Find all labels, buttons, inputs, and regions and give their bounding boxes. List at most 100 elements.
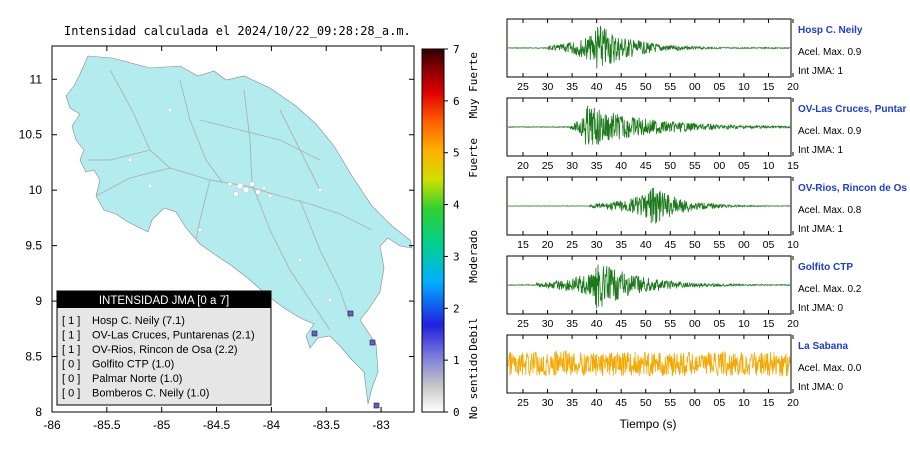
seismogram-panel: 15 20 25 30 35 40 45 50 55 00 05 10 OV-Rios, Rincon … [506, 176, 907, 251]
seismogram-trace [507, 264, 791, 309]
legend-jma: [ 0 ] [62, 388, 80, 400]
y-tick-label: 8.5 [25, 350, 42, 364]
seismogram-station-name: OV-Las Cruces, Puntar [798, 104, 906, 115]
colorbar-category-label: Debil [467, 318, 480, 351]
seismogram-trace [507, 105, 791, 145]
seismogram-accel: Acel. Max. 0.0 [798, 363, 862, 374]
colorbar-category-label: No sentido [467, 353, 480, 419]
x-tick-label: -83 [372, 418, 390, 432]
seismogram-accel: Acel. Max. 0.9 [798, 126, 862, 137]
map-landmass [65, 55, 413, 405]
colorbar-tick-label: 0 [453, 406, 460, 419]
seismogram-tick-label: 15 [763, 318, 775, 330]
seismogram-tick-label: 50 [664, 160, 676, 172]
colorbar-tick-label: 1 [453, 354, 460, 367]
legend-title: INTENSIDAD JMA [0 a 7] [99, 295, 229, 307]
seismogram-jma: Int JMA: 1 [798, 145, 843, 156]
seismogram-tick-label: 25 [517, 81, 529, 93]
seismogram-tick-label: 35 [591, 160, 603, 172]
seismogram-tick-label: 00 [738, 239, 750, 251]
legend-jma: [ 1 ] [62, 344, 80, 356]
seismogram-panel: 25 30 35 40 45 50 55 00 05 10 15 20 Hosp C. Neily Ace… [506, 18, 863, 93]
legend-jma: [ 1 ] [62, 315, 80, 327]
colorbar-labels: No sentido Debil Moderado Fuerte Muy Fuerte [467, 52, 480, 419]
y-tick-label: 11 [30, 72, 43, 86]
colorbar-tick-label: 4 [453, 199, 460, 212]
seismogram-tick-label: 50 [689, 239, 701, 251]
seismogram-tick-label: 40 [640, 239, 652, 251]
seismogram-station-name: La Sabana [798, 341, 848, 352]
seismogram-tick-label: 50 [640, 397, 652, 409]
seismogram-trace [507, 349, 791, 377]
seismogram-tick-label: 30 [542, 318, 554, 330]
map-legend: INTENSIDAD JMA [0 a 7] [ 1 ] Hosp C. Neil… [56, 290, 272, 406]
legend-jma: [ 0 ] [62, 359, 80, 371]
seismogram-tick-label: 05 [738, 160, 750, 172]
seismogram-panel: 20 25 30 35 40 45 50 55 00 05 10 15 OV-Las Cruces, P… [506, 97, 906, 172]
map-title: Intensidad calculada el 2024/10/22_09:28… [64, 24, 411, 38]
seismogram-station-name: Hosp C. Neily [798, 25, 863, 36]
seismogram-tick-label: 05 [763, 239, 775, 251]
seismogram-tick-label: 45 [615, 318, 627, 330]
seismogram-tick-label: 10 [738, 318, 750, 330]
seismogram-tick-label: 45 [640, 160, 652, 172]
x-tick-label: -84.5 [203, 418, 231, 432]
seismogram-tick-label: 20 [542, 239, 554, 251]
seismogram-jma: Int JMA: 1 [798, 224, 843, 235]
seismogram-tick-label: 25 [566, 239, 578, 251]
map-roads [88, 69, 373, 331]
map-frame [51, 45, 415, 413]
seismogram-tick-label: 30 [542, 81, 554, 93]
map-x-axis: -86 -85.5 -85 -84.5 -84 -83.5 -83 [43, 46, 390, 432]
seismogram-tick-label: 25 [517, 318, 529, 330]
seismogram-station-name: Golfito CTP [798, 262, 853, 273]
seismogram-tick-label: 40 [591, 397, 603, 409]
seismogram-tick-label: 20 [787, 397, 799, 409]
seismogram-tick-label: 35 [615, 239, 627, 251]
colorbar-category-label: Muy Fuerte [467, 52, 480, 118]
seismogram-tick-label: 00 [714, 160, 726, 172]
seismogram-panel: 25 30 35 40 45 50 55 00 05 10 15 20 Golfito CTP Acel.… [506, 255, 862, 330]
seismogram-tick-label: 10 [763, 160, 775, 172]
seismogram-tick-label: 45 [615, 397, 627, 409]
seismogram-tick-label: 45 [664, 239, 676, 251]
time-axis-label: Tiempo (s) [620, 417, 677, 431]
seismogram-tick-label: 15 [763, 397, 775, 409]
seismogram-tick-label: 35 [566, 318, 578, 330]
seismogram-tick-label: 50 [640, 81, 652, 93]
x-tick-label: -86 [43, 418, 61, 432]
station-marker [311, 330, 318, 337]
seismogram-panels: 25 30 35 40 45 50 55 00 05 10 15 20 Hosp C. Neily Ace… [506, 18, 907, 409]
y-tick-label: 10.5 [19, 128, 43, 142]
seismogram-tick-label: 05 [714, 397, 726, 409]
seismogram-tick-label: 20 [787, 81, 799, 93]
seismogram-tick-label: 25 [517, 397, 529, 409]
seismogram-tick-label: 30 [542, 397, 554, 409]
y-tick-label: 9 [35, 294, 42, 308]
seismogram-tick-label: 00 [689, 397, 701, 409]
seismogram-tick-label: 30 [566, 160, 578, 172]
y-tick-label: 9.5 [25, 239, 42, 253]
colorbar [421, 48, 445, 413]
map-cities [127, 107, 333, 303]
x-tick-label: -83.5 [313, 418, 341, 432]
seismogram-trace [507, 187, 790, 224]
x-tick-label: -85 [153, 418, 171, 432]
seismogram-panel: 25 30 35 40 45 50 55 00 05 10 15 20 La Sabana Acel. M… [506, 334, 862, 409]
colorbar-tick-label: 3 [453, 250, 460, 263]
y-tick-label: 10 [29, 183, 43, 197]
colorbar-tick-label: 5 [453, 147, 460, 160]
seismogram-tick-label: 55 [664, 81, 676, 93]
seismogram-tick-label: 05 [714, 318, 726, 330]
legend-jma: [ 0 ] [62, 373, 80, 385]
station-marker [369, 339, 376, 346]
map-y-axis: 11 10.5 10 9.5 9 8.5 8 [19, 72, 414, 419]
seismogram-tick-label: 00 [689, 318, 701, 330]
seismogram-tick-label: 55 [664, 318, 676, 330]
x-tick-label: -84 [263, 418, 281, 432]
seismogram-tick-label: 40 [591, 81, 603, 93]
station-marker [373, 402, 380, 409]
seismogram-tick-label: 40 [591, 318, 603, 330]
seismogram-station-name: OV-Rios, Rincon de Os [798, 183, 907, 194]
